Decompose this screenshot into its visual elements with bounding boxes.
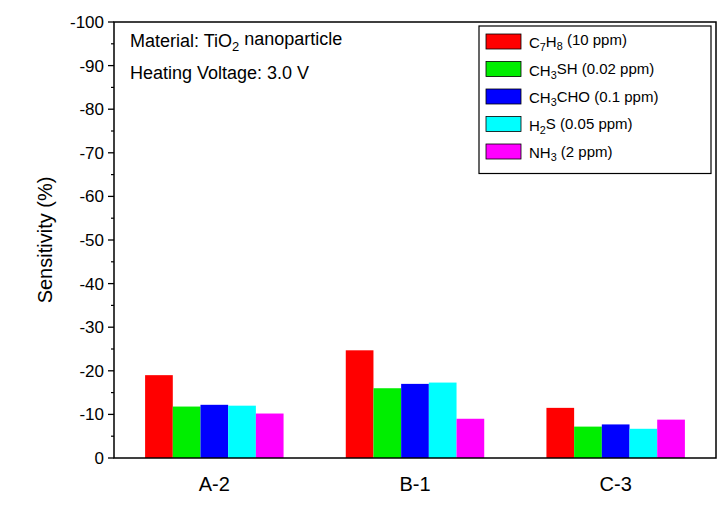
legend-label: H2S (0.05 ppm) — [529, 115, 633, 136]
plot-frame — [114, 22, 716, 458]
x-tick-label: A-2 — [199, 473, 230, 495]
y-minor-tick — [111, 392, 114, 393]
bar — [173, 407, 201, 458]
annotation: Material: TiO2 nanoparticle — [130, 29, 342, 53]
x-tick-label: C-3 — [600, 473, 632, 495]
y-tick — [108, 370, 114, 371]
y-tick — [108, 21, 114, 22]
y-tick — [108, 196, 114, 197]
y-minor-tick — [111, 174, 114, 175]
legend-swatch — [486, 117, 521, 132]
bar — [373, 388, 401, 458]
y-tick — [108, 457, 114, 458]
bar — [256, 414, 284, 458]
legend-label: CH3SH (0.02 ppm) — [529, 60, 654, 81]
y-axis-label: Sensitivity (%) — [34, 177, 56, 304]
y-minor-tick — [111, 43, 114, 44]
legend-swatch — [486, 34, 521, 49]
x-tick-label: B-1 — [399, 473, 430, 495]
bar — [602, 424, 630, 458]
bar — [630, 429, 658, 458]
y-tick — [108, 152, 114, 153]
y-minor-tick — [111, 261, 114, 262]
legend-swatch — [486, 62, 521, 77]
y-tick-label: -40 — [79, 275, 104, 294]
bar — [429, 383, 457, 458]
y-tick-label: -90 — [79, 57, 104, 76]
legend: C7H8 (10 ppm) CH3SH (0.02 ppm) CH3CHO (0.1… — [479, 26, 711, 174]
y-tick-label: -10 — [79, 405, 104, 424]
y-minor-tick — [111, 348, 114, 349]
legend-label: CH3CHO (0.1 ppm) — [529, 88, 658, 109]
legend-swatch — [486, 144, 521, 159]
y-tick-label: -30 — [79, 318, 104, 337]
y-minor-tick — [111, 305, 114, 306]
y-tick — [108, 283, 114, 284]
bar — [546, 408, 574, 458]
y-tick — [108, 414, 114, 415]
y-tick — [108, 109, 114, 110]
bar — [200, 405, 228, 458]
bar — [657, 420, 685, 458]
legend-label: C7H8 (10 ppm) — [529, 31, 627, 53]
y-tick-label: 0 — [95, 449, 104, 468]
y-minor-tick — [111, 218, 114, 219]
bar — [346, 350, 374, 458]
bar — [401, 384, 429, 458]
y-tick-label: -60 — [79, 187, 104, 206]
y-tick-label: -80 — [79, 100, 104, 119]
y-tick — [108, 65, 114, 66]
y-tick-label: -70 — [79, 144, 104, 163]
y-tick-label: -20 — [79, 362, 104, 381]
bar — [574, 427, 602, 458]
y-tick — [108, 239, 114, 240]
y-tick-label: -100 — [70, 13, 104, 32]
y-tick-label: -50 — [79, 231, 104, 250]
chart: 0 -10 -20 -30 -40 -50 -60 -70 -80 -90 -100 A-2 B-1 C-… — [0, 0, 722, 505]
y-tick — [108, 327, 114, 328]
y-minor-tick — [111, 436, 114, 437]
y-minor-tick — [111, 130, 114, 131]
annotation: Heating Voltage: 3.0 V — [130, 63, 309, 83]
bar — [228, 406, 256, 458]
legend-swatch — [486, 89, 521, 104]
bar — [145, 375, 173, 458]
y-minor-tick — [111, 87, 114, 88]
bar — [457, 419, 485, 458]
legend-label: NH3 (2 ppm) — [529, 143, 613, 164]
bars — [145, 350, 685, 458]
legend-box — [479, 26, 711, 174]
